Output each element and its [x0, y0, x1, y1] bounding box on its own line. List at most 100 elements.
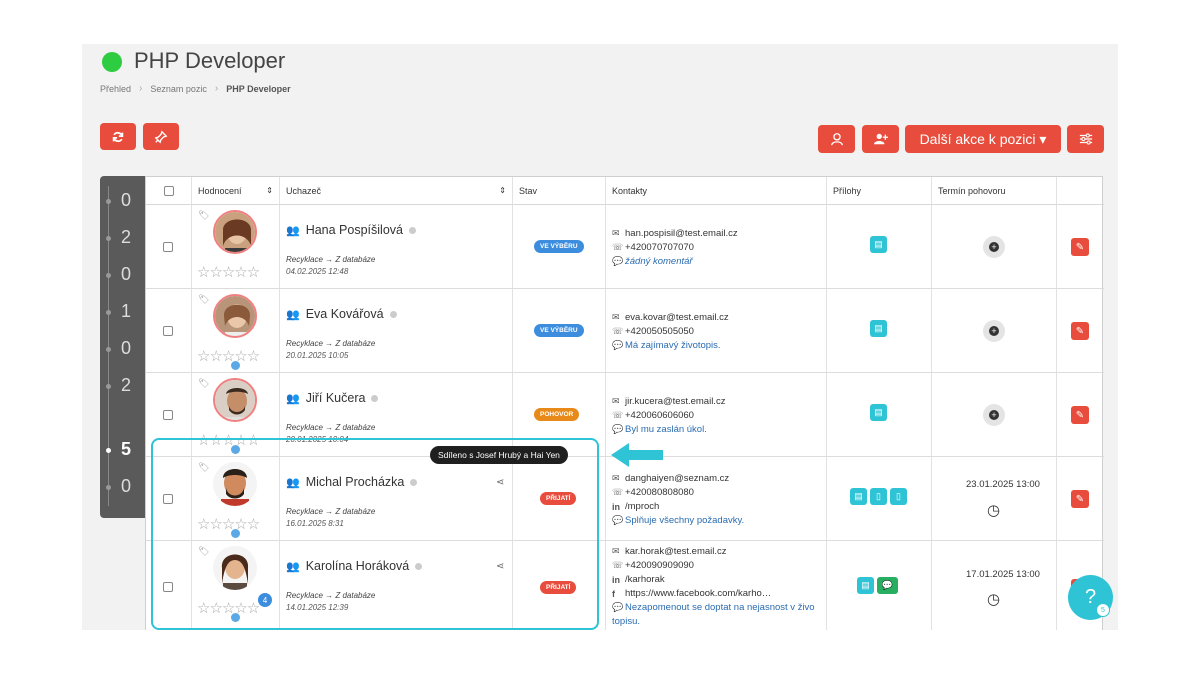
candidate-name[interactable]: Michal Procházka [305, 475, 405, 489]
ranking-value[interactable]: 2 [120, 375, 131, 395]
add-candidate-button[interactable] [862, 125, 899, 153]
edit-button[interactable]: ✎ [1071, 406, 1089, 424]
table-row[interactable]: 🏷 ☆☆☆☆☆ 👥 Michal Procházka ⋖ Recyklace →… [146, 457, 1104, 541]
row-checkbox[interactable] [163, 582, 173, 592]
rating-stars[interactable]: ☆☆☆☆☆ [197, 600, 260, 617]
rating-cell: 🏷 ☆☆☆☆☆ [192, 373, 280, 456]
avatar[interactable] [213, 378, 257, 422]
ranking-value-active[interactable]: 5 [120, 439, 131, 459]
contact-facebook[interactable]: f https://www.facebook.com/karho… [612, 588, 771, 599]
avatar[interactable] [213, 294, 257, 338]
candidate-search-button[interactable] [818, 125, 855, 153]
edit-button[interactable]: ✎ [1071, 238, 1089, 256]
envelope-icon: ✉ [612, 228, 620, 238]
rating-count-badge [231, 613, 240, 622]
table-row[interactable]: 🏷 ☆☆☆☆☆ 👥 Eva Kovářová Recyklace → Z dat… [146, 289, 1104, 373]
contact-phone[interactable]: ☏ +420070707070 [612, 242, 694, 253]
select-all-checkbox[interactable] [163, 185, 174, 196]
book-icon[interactable]: ▤ [857, 577, 874, 594]
ranking-value[interactable]: 0 [120, 190, 131, 210]
comment-icon: 💬 [612, 256, 624, 266]
contact-email[interactable]: ✉ jir.kucera@test.email.cz [612, 396, 725, 407]
tag-icon[interactable]: 🏷 [198, 210, 210, 220]
avatar[interactable] [213, 546, 257, 590]
tag-icon[interactable]: 🏷 [198, 462, 210, 472]
contact-note[interactable]: 💬 Nezapomenout se doptat na nejasnost v ž… [612, 602, 815, 613]
contact-note[interactable]: 💬 Byl mu zaslán úkol. [612, 424, 707, 435]
contact-note[interactable]: 💬 žádný komentář [612, 256, 693, 267]
pin-button[interactable] [143, 123, 179, 150]
add-interview-button[interactable]: + [983, 236, 1005, 258]
header-rating[interactable]: Hodnocení ⇕ [192, 177, 280, 205]
row-checkbox[interactable] [163, 242, 173, 252]
ranking-value[interactable]: 1 [120, 301, 131, 321]
more-actions-button[interactable]: Další akce k pozici ▾ [905, 125, 1061, 153]
breadcrumb-item-positions[interactable]: Seznam pozic [150, 83, 207, 94]
row-checkbox[interactable] [163, 326, 173, 336]
rating-stars[interactable]: ☆☆☆☆☆ [197, 264, 260, 281]
tag-icon[interactable]: 🏷 [198, 546, 210, 556]
rating-stars[interactable]: ☆☆☆☆☆ [197, 432, 260, 449]
candidate-date: 20.01.2025 10:05 [286, 351, 349, 360]
book-icon[interactable]: ▤ [850, 488, 867, 505]
avatar[interactable] [213, 210, 257, 254]
share-icon[interactable]: ⋖ [496, 561, 505, 572]
filter-settings-button[interactable] [1067, 125, 1104, 153]
avatar-image [215, 296, 255, 336]
add-interview-button[interactable]: + [983, 320, 1005, 342]
candidate-name[interactable]: Hana Pospíšilová [305, 223, 403, 237]
ranking-value[interactable]: 2 [120, 227, 131, 247]
contact-email[interactable]: ✉ han.pospisil@test.email.cz [612, 228, 738, 239]
ranking-value[interactable]: 0 [120, 338, 131, 358]
contact-note[interactable]: 💬 Splňuje všechny požadavky. [612, 515, 744, 526]
share-icon[interactable]: ⋖ [496, 477, 505, 488]
contact-phone[interactable]: ☏ +420050505050 [612, 326, 694, 337]
clock-icon[interactable]: ◷ [987, 591, 1001, 608]
candidate-date: 14.01.2025 12:39 [286, 603, 349, 612]
book-icon[interactable]: ▤ [870, 320, 887, 337]
ranking-value[interactable]: 0 [120, 264, 131, 284]
document-icon[interactable]: ▯ [870, 488, 887, 505]
contact-phone[interactable]: ☏ +420090909090 [612, 560, 694, 571]
add-interview-button[interactable]: + [983, 404, 1005, 426]
contact-linkedin[interactable]: in/karhorak [612, 574, 665, 585]
refresh-button[interactable] [100, 123, 136, 150]
comments-icon[interactable]: 💬 [877, 577, 898, 594]
book-icon[interactable]: ▤ [870, 236, 887, 253]
status-badge[interactable]: PŘIJATÍ [540, 492, 577, 505]
table-row[interactable]: 🏷 ☆☆☆☆☆ 👥 Hana Pospíšilová Recyklace → Z… [146, 205, 1104, 289]
contact-email[interactable]: ✉ eva.kovar@test.email.cz [612, 312, 729, 323]
phone-icon: ☏ [612, 242, 624, 252]
email-text: eva.kovar@test.email.cz [625, 312, 729, 323]
row-checkbox[interactable] [163, 494, 173, 504]
document-icon[interactable]: ▯ [890, 488, 907, 505]
contact-email[interactable]: ✉ danghaiyen@seznam.cz [612, 473, 729, 484]
avatar[interactable] [213, 462, 257, 506]
status-badge[interactable]: PŘIJATÍ [540, 581, 577, 594]
rating-stars[interactable]: ☆☆☆☆☆ [197, 516, 260, 533]
header-candidate[interactable]: Uchazeč ⇕ [280, 177, 513, 205]
rating-count-badge [231, 361, 240, 370]
breadcrumb-item-overview[interactable]: Přehled [100, 83, 132, 94]
status-badge[interactable]: VE VÝBĚRU [534, 324, 584, 337]
edit-button[interactable]: ✎ [1071, 322, 1089, 340]
candidate-name[interactable]: Eva Kovářová [305, 307, 384, 321]
row-checkbox[interactable] [163, 410, 173, 420]
clock-icon[interactable]: ◷ [987, 502, 1001, 519]
status-badge[interactable]: POHOVOR [534, 408, 580, 421]
book-icon[interactable]: ▤ [870, 404, 887, 421]
status-badge[interactable]: VE VÝBĚRU [534, 240, 584, 253]
contact-linkedin[interactable]: in/mproch [612, 501, 659, 512]
contact-phone[interactable]: ☏ +420080808080 [612, 487, 694, 498]
contact-email[interactable]: ✉ kar.horak@test.email.cz [612, 546, 727, 557]
tag-icon[interactable]: 🏷 [198, 294, 210, 304]
contact-note[interactable]: 💬 Má zajímavý životopis. [612, 340, 721, 351]
rating-stars[interactable]: ☆☆☆☆☆ [197, 348, 260, 365]
candidate-name[interactable]: Karolína Horáková [305, 559, 410, 573]
candidate-name[interactable]: Jiří Kučera [305, 391, 366, 405]
edit-button[interactable]: ✎ [1071, 490, 1089, 508]
tag-icon[interactable]: 🏷 [198, 378, 210, 388]
ranking-value[interactable]: 0 [120, 476, 131, 496]
contact-phone[interactable]: ☏ +420060606060 [612, 410, 694, 421]
arrow-left-icon [611, 443, 663, 467]
